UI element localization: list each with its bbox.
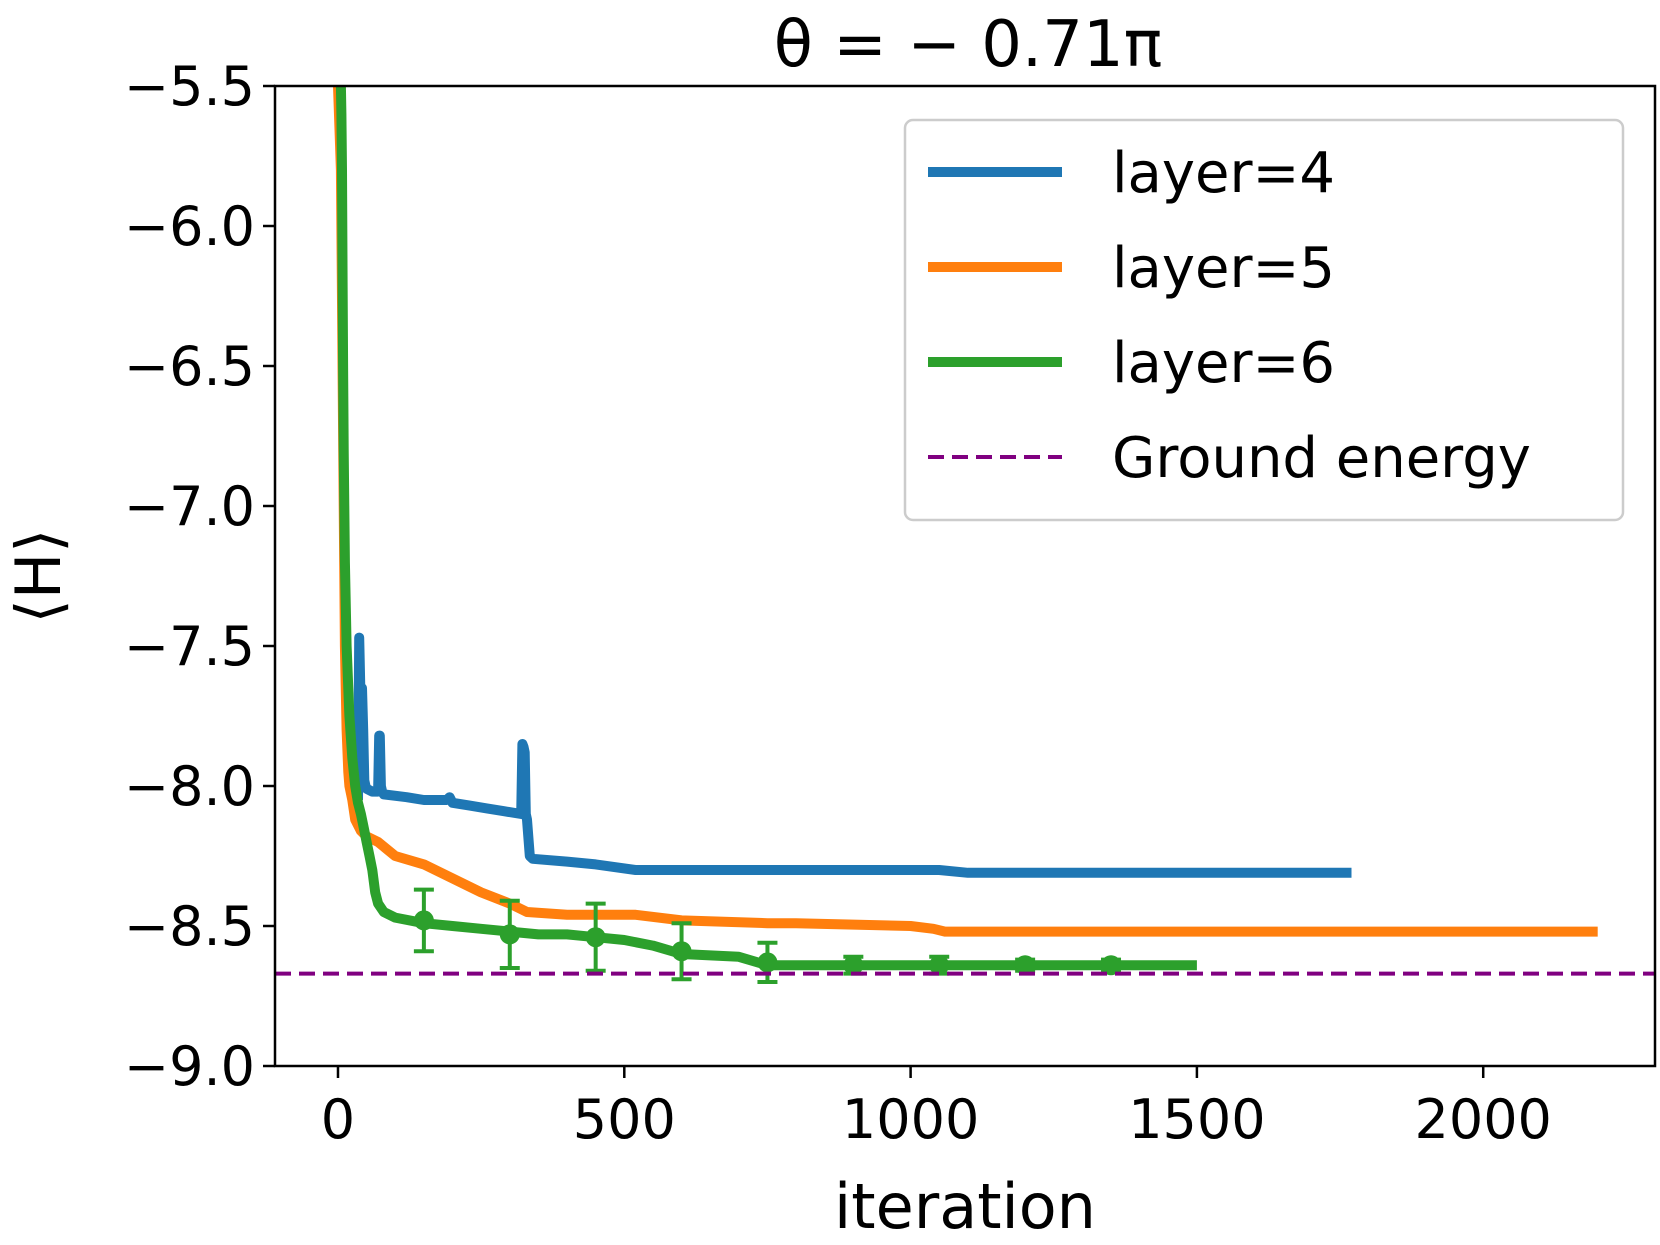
legend-label: layer=5 <box>1112 236 1335 301</box>
series-layer <box>275 86 1655 984</box>
legend-label: layer=4 <box>1112 141 1335 206</box>
series-line-layer-4 <box>353 632 1352 878</box>
x-axis-label: iteration <box>834 1170 1096 1243</box>
x-tick-label: 500 <box>573 1088 676 1151</box>
data-point <box>843 955 864 976</box>
y-tick-label: −5.5 <box>124 55 255 118</box>
legend: layer=4 layer=5 layer=6 Ground energy <box>903 118 1625 522</box>
x-tick-label: 1500 <box>1128 1088 1265 1151</box>
legend-label: layer=6 <box>1112 331 1335 396</box>
x-tick-label: 0 <box>321 1088 355 1151</box>
x-axis: 0 500 1000 1500 2000 <box>321 1066 1552 1151</box>
y-tick-label: −7.0 <box>124 475 255 538</box>
y-tick-label: −8.5 <box>124 895 255 958</box>
y-tick-label: −9.0 <box>124 1035 255 1098</box>
data-point <box>929 955 950 976</box>
series-line-layer-6 <box>335 86 1197 971</box>
y-tick-label: −8.0 <box>124 755 255 818</box>
legend-box <box>903 118 1625 522</box>
data-point <box>1101 955 1122 976</box>
data-point <box>671 941 692 962</box>
chart-title: θ = − 0.71π <box>774 8 1162 82</box>
y-tick-label: −7.5 <box>124 615 255 678</box>
data-point <box>585 927 606 948</box>
plot-area <box>275 86 1655 984</box>
data-point <box>499 924 520 945</box>
y-tick-label: −6.0 <box>124 195 255 258</box>
y-axis-label: ⟨H⟩ <box>2 529 75 624</box>
legend-label: Ground energy <box>1112 426 1531 491</box>
y-tick-label: −6.5 <box>124 335 255 398</box>
data-point <box>413 910 434 931</box>
y-axis: −9.0 −8.5 −8.0 −7.5 −7.0 −6.5 −6.0 −5.5 <box>124 55 275 1098</box>
plot-frame <box>273 84 1657 1068</box>
data-point <box>1015 955 1036 976</box>
x-tick-label: 1000 <box>842 1088 979 1151</box>
data-point <box>757 952 778 973</box>
x-tick-label: 2000 <box>1414 1088 1551 1151</box>
